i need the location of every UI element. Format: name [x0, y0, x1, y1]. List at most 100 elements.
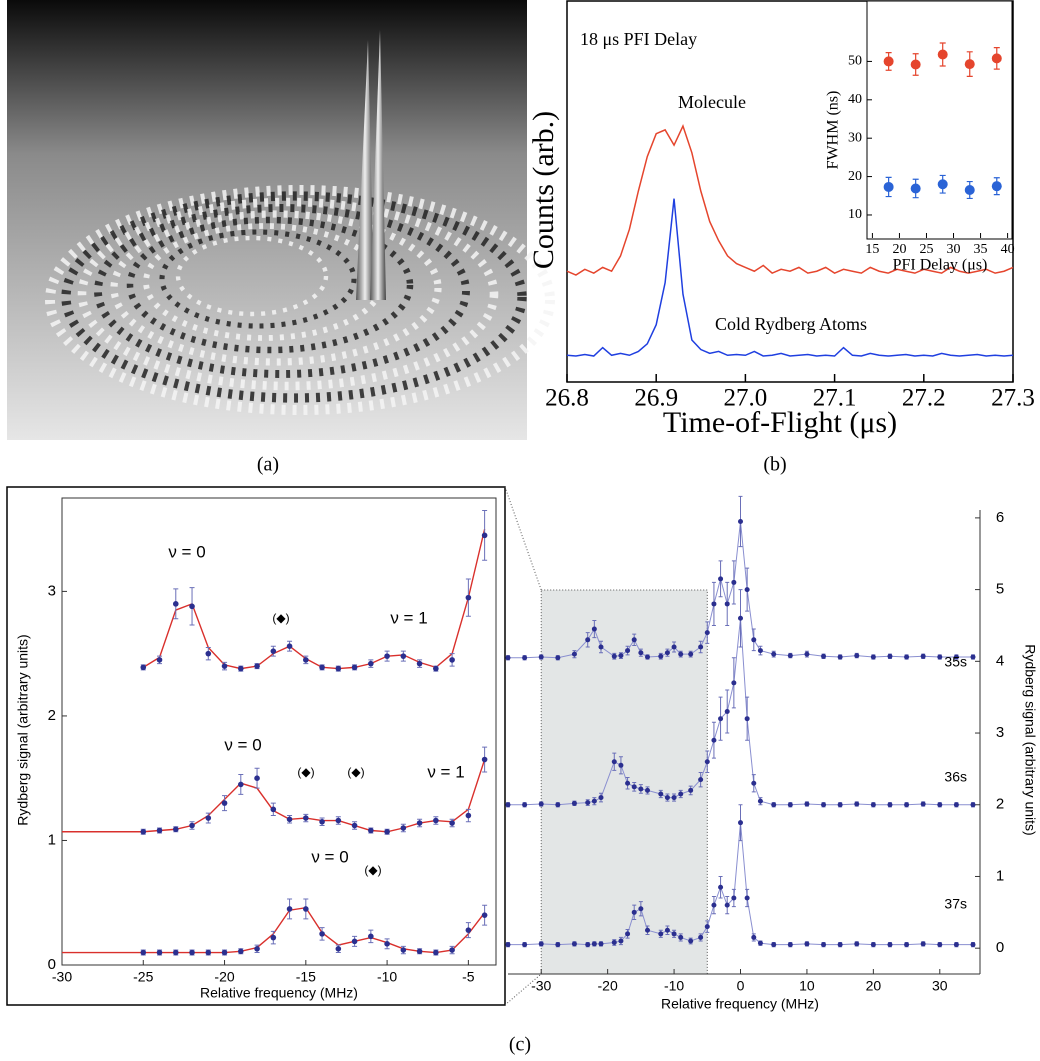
data-point [731, 579, 737, 585]
data-point [698, 934, 704, 940]
data-point [883, 181, 894, 192]
x-tick-label: 27.3 [991, 385, 1035, 412]
data-point [598, 644, 604, 650]
y2-tick-label: 0 [996, 939, 1004, 956]
x-tick-label: -30 [531, 978, 551, 994]
data-point [991, 53, 1002, 64]
y2-tick-label: 2 [996, 796, 1004, 813]
data-point [522, 655, 528, 661]
data-point [522, 802, 528, 808]
data-point [870, 942, 876, 948]
annotation: (◆) [364, 863, 381, 877]
data-point [189, 603, 195, 610]
x-tick-label: 20 [866, 978, 882, 994]
spectrum-line [566, 198, 1014, 357]
data-point [904, 942, 910, 948]
data-point [771, 802, 777, 808]
data-point [319, 664, 325, 671]
data-point [744, 716, 750, 722]
y-axis-label: Rydberg signal (arbitrary units) [15, 634, 31, 825]
series-label: 36s [944, 769, 967, 785]
data-point [718, 716, 724, 722]
series-label: 37s [944, 896, 967, 912]
y-axis-label: Counts (arb.) [527, 111, 560, 269]
data-point [538, 941, 544, 947]
data-point [238, 948, 244, 955]
data-point [538, 801, 544, 807]
data-point [704, 759, 710, 765]
data-point [664, 927, 670, 933]
data-point [910, 183, 921, 194]
data-point [335, 946, 342, 952]
panel-frame [6, 486, 506, 1006]
y-axis-label: FWHM (ns) [825, 91, 842, 170]
panel-a-image [7, 0, 555, 440]
data-point [335, 817, 342, 824]
data-point [887, 653, 893, 659]
x-axis-label: Time-of-Flight (μs) [663, 406, 897, 439]
zoom-connector [504, 486, 542, 1006]
data-point [910, 59, 921, 70]
fit-line [62, 906, 486, 954]
data-point [618, 762, 624, 768]
y2-tick-label: 1 [996, 867, 1004, 884]
data-point [744, 587, 750, 593]
data-point [238, 665, 244, 672]
data-point [970, 654, 976, 660]
x-tick-label: -10 [377, 969, 397, 985]
trace-line [508, 521, 973, 659]
data-point [416, 948, 423, 955]
y-tick-label: 10 [848, 207, 862, 222]
x-tick-label: -5 [462, 969, 475, 985]
data-point [678, 934, 684, 940]
data-point [571, 651, 577, 657]
data-point [937, 802, 943, 808]
data-point [465, 927, 472, 933]
data-point [555, 802, 561, 808]
data-point [688, 651, 694, 657]
data-point [625, 931, 631, 937]
data-point [698, 777, 704, 783]
x-tick-label: 27.1 [813, 385, 857, 412]
data-point [205, 815, 212, 821]
data-point [688, 787, 694, 793]
data-point [953, 942, 959, 948]
data-point [585, 637, 591, 643]
data-point [631, 637, 637, 643]
x-tick-label: 40 [1001, 242, 1015, 257]
data-point [837, 654, 843, 660]
x-tick-label: 30 [947, 242, 961, 257]
annotation: ν = 0 [311, 847, 348, 866]
data-point [555, 942, 561, 948]
data-point [465, 594, 472, 601]
data-point [658, 791, 664, 797]
data-point [688, 938, 694, 944]
data-point [937, 179, 948, 190]
data-point [638, 786, 644, 792]
data-point [156, 827, 163, 834]
data-point [505, 942, 511, 948]
data-point [538, 654, 544, 660]
data-point [738, 615, 743, 621]
data-point [286, 643, 293, 649]
data-point [854, 653, 860, 659]
data-point [303, 906, 309, 912]
data-point [611, 939, 617, 945]
data-point [585, 942, 591, 948]
y2-tick-label: 3 [996, 724, 1004, 741]
data-point [254, 775, 260, 781]
annotation: ν = 0 [224, 735, 261, 754]
data-point [724, 902, 730, 908]
x-tick-label: 20 [892, 242, 906, 257]
caption: (b) [763, 454, 786, 476]
data-point [731, 680, 737, 686]
data-point [837, 802, 843, 808]
data-point [751, 934, 757, 940]
data-point [964, 185, 975, 196]
x-tick-label: 10 [799, 978, 815, 994]
annotation: (◆) [272, 611, 289, 625]
data-point [664, 795, 670, 801]
data-point [698, 644, 704, 650]
data-point [658, 653, 664, 659]
